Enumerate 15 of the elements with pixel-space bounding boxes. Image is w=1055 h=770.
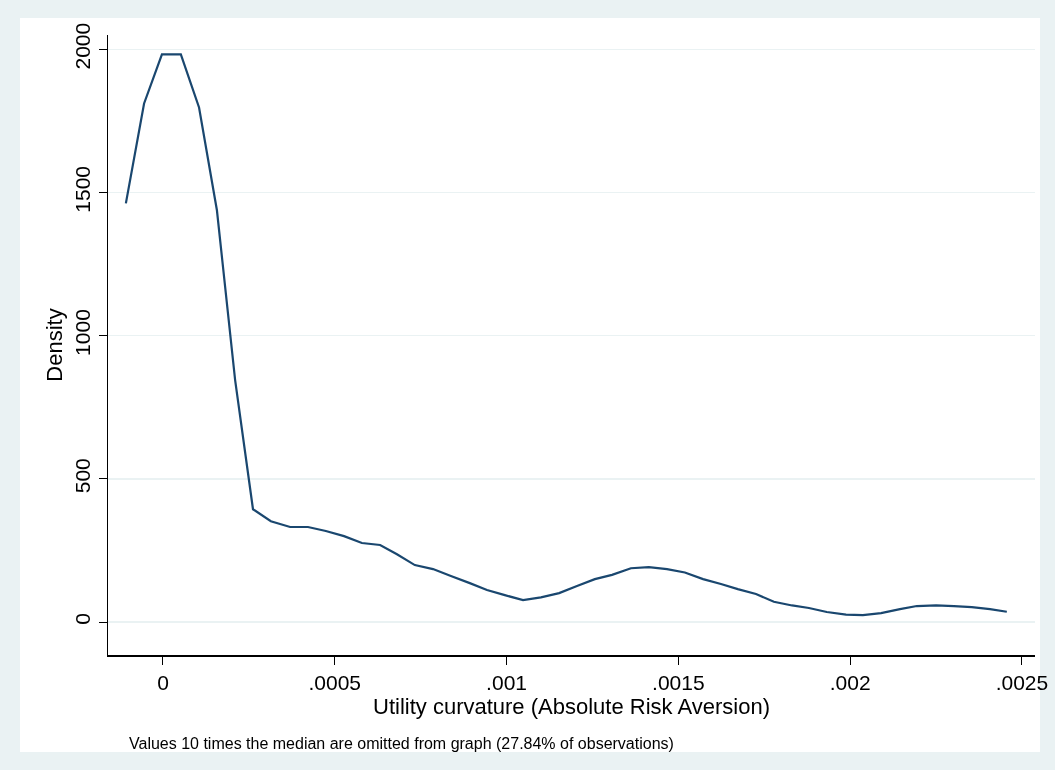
text: Values 10 times the median are omitted from graph (27.84% of observations)	[129, 735, 674, 752]
x-axis-title: Utility curvature (Absolute Risk Aversion)	[373, 693, 770, 719]
line-series	[124, 53, 1008, 617]
x-tick-label: .0025	[995, 670, 1049, 694]
x-tick-label: 0	[157, 670, 169, 694]
y-tick-label: 1500	[71, 166, 95, 213]
y-tick-label: 0	[71, 613, 95, 625]
x-tick-label: .0005	[308, 670, 362, 694]
y-tick-label: 500	[71, 458, 95, 494]
x-tick-label: .0015	[652, 670, 705, 694]
y-axis-title: Density	[42, 308, 68, 382]
x-tick-label: .001	[486, 670, 527, 694]
y-tick-label: 2000	[71, 22, 95, 70]
x-tick-label: .002	[829, 670, 871, 694]
y-tick-label: 1000	[71, 309, 95, 356]
